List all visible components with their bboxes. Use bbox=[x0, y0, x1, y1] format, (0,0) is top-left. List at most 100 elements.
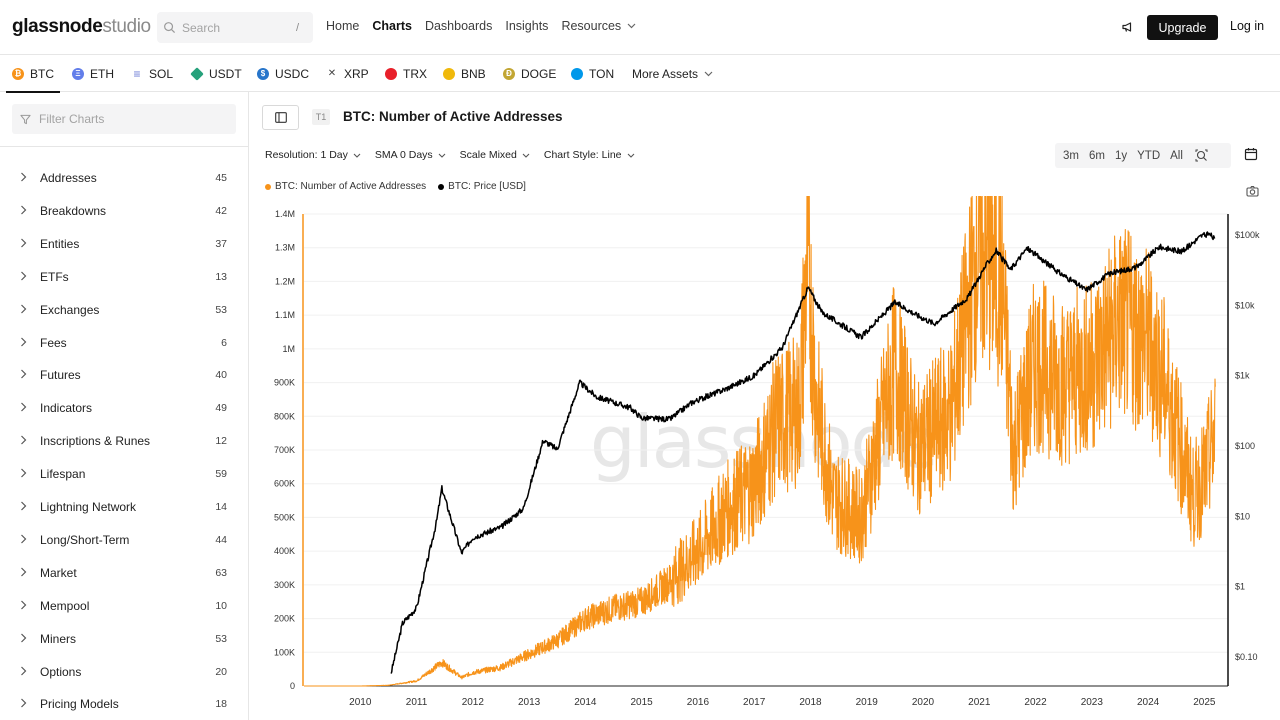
sidebar-category-label: Miners bbox=[40, 631, 77, 646]
megaphone-icon[interactable] bbox=[1121, 20, 1135, 34]
sidebar-category-label: Addresses bbox=[40, 171, 97, 185]
asset-label: USDT bbox=[209, 66, 242, 81]
nav-resources[interactable]: Resources bbox=[561, 19, 636, 33]
sidebar-category-label: Indicators bbox=[40, 401, 93, 416]
sidebar-category[interactable]: Fees 6 bbox=[0, 327, 249, 359]
sidebar-category[interactable]: Inscriptions & Runes 12 bbox=[0, 425, 249, 457]
asset-tab-btc[interactable]: ₿ BTC bbox=[6, 55, 60, 93]
asset-label: TON bbox=[589, 66, 615, 81]
asset-label: USDC bbox=[275, 66, 310, 81]
sidebar-category-count: 20 bbox=[215, 665, 227, 678]
chart-style-dropdown[interactable]: Chart Style: Line bbox=[544, 149, 635, 161]
more-assets-dropdown[interactable]: More Assets bbox=[632, 55, 713, 92]
asset-tab-trx[interactable]: TRX bbox=[385, 55, 427, 92]
sidebar-category-label: Breakdowns bbox=[40, 203, 107, 218]
range-ytd[interactable]: YTD bbox=[1137, 149, 1161, 162]
sidebar-category[interactable]: Addresses 45 bbox=[0, 162, 249, 194]
asset-tab-eth[interactable]: Ξ ETH bbox=[72, 55, 114, 92]
y-left-tick-label: 600K bbox=[274, 479, 295, 489]
sidebar-category[interactable]: Pricing Models 18 bbox=[0, 688, 249, 720]
sidebar-category[interactable]: Breakdowns 42 bbox=[0, 195, 249, 227]
login-link[interactable]: Log in bbox=[1230, 19, 1265, 33]
sol-icon: ≡ bbox=[133, 66, 141, 81]
sidebar-toggle-button[interactable] bbox=[262, 105, 299, 130]
sidebar-category[interactable]: Indicators 49 bbox=[0, 392, 249, 424]
calendar-icon[interactable] bbox=[1244, 147, 1258, 161]
y-right-tick-label: $10k bbox=[1235, 300, 1255, 310]
trx-icon bbox=[385, 67, 397, 80]
sidebar-category[interactable]: Lifespan 59 bbox=[0, 458, 249, 490]
sidebar-category-label: Long/Short-Term bbox=[40, 532, 130, 547]
asset-tab-xrp[interactable]: ✕ XRP bbox=[326, 55, 369, 92]
x-tick-label: 2017 bbox=[743, 697, 766, 708]
chevron-right-icon bbox=[21, 402, 27, 412]
upgrade-button[interactable]: Upgrade bbox=[1147, 15, 1218, 40]
chart-legend: BTC: Number of Active Addresses BTC: Pri… bbox=[265, 181, 538, 192]
x-tick-label: 2012 bbox=[462, 697, 485, 708]
sidebar-category-label: Lifespan bbox=[40, 467, 86, 482]
tier-badge: T1 bbox=[312, 109, 330, 125]
sidebar-category-count: 12 bbox=[215, 435, 227, 448]
series-active-addresses-line bbox=[303, 196, 1216, 687]
search-shortcut: / bbox=[295, 21, 299, 34]
chevron-right-icon bbox=[21, 304, 27, 314]
asset-tab-doge[interactable]: Ð DOGE bbox=[503, 55, 556, 92]
y-right-tick-label: $100 bbox=[1235, 441, 1255, 451]
range-all[interactable]: All bbox=[1170, 149, 1183, 162]
range-3m[interactable]: 3m bbox=[1063, 149, 1079, 162]
logo-subtext: studio bbox=[102, 16, 151, 37]
chevron-down-icon bbox=[627, 23, 636, 29]
chart-canvas[interactable]: 0 100K 200K 300K 400K 500K 600K 700K 800K 900K 1M 1… bbox=[249, 196, 1280, 720]
sidebar-category[interactable]: Mempool 10 bbox=[0, 590, 249, 622]
sidebar-category-label: Lightning Network bbox=[40, 500, 137, 514]
sidebar-category[interactable]: Lightning Network 14 bbox=[0, 491, 249, 523]
scale-dropdown[interactable]: Scale Mixed bbox=[460, 149, 530, 161]
y-left-tick-label: 1.4M bbox=[275, 209, 295, 219]
sidebar-category[interactable]: ETFs 13 bbox=[0, 261, 249, 293]
sidebar-category[interactable]: Options 20 bbox=[0, 656, 249, 688]
sidebar-toggle-icon bbox=[274, 112, 287, 123]
chevron-right-icon bbox=[21, 337, 27, 346]
asset-label: DOGE bbox=[521, 66, 557, 81]
sidebar-category[interactable]: Market 63 bbox=[0, 557, 249, 589]
sidebar-category-count: 53 bbox=[215, 303, 227, 316]
sma-label: SMA 0 Days bbox=[374, 149, 433, 161]
sidebar-category[interactable]: Exchanges 53 bbox=[0, 294, 249, 326]
search-placeholder: Search bbox=[182, 20, 221, 35]
sidebar-category[interactable]: Miners 53 bbox=[0, 623, 249, 655]
chart-controls: Resolution: 1 Day SMA 0 Days Scale Mixed… bbox=[265, 149, 649, 161]
search-input[interactable]: Search / bbox=[157, 12, 313, 43]
sidebar-category-count: 10 bbox=[215, 599, 227, 612]
camera-icon[interactable] bbox=[1246, 185, 1259, 197]
sidebar-category[interactable]: Long/Short-Term 44 bbox=[0, 524, 249, 556]
sidebar-category[interactable]: Futures 40 bbox=[0, 359, 249, 391]
asset-label: SOL bbox=[149, 66, 174, 81]
sidebar-category-label: Mempool bbox=[40, 598, 90, 613]
logo[interactable]: glassnodestudio bbox=[12, 16, 151, 38]
zoom-search-icon[interactable] bbox=[1195, 149, 1208, 162]
chevron-right-icon bbox=[21, 271, 27, 281]
logo-text: glassnode bbox=[12, 16, 103, 37]
range-1y[interactable]: 1y bbox=[1114, 149, 1128, 162]
legend-item-price[interactable]: BTC: Price [USD] bbox=[438, 181, 526, 192]
asset-tab-sol[interactable]: ≡ SOL bbox=[131, 55, 173, 92]
range-6m[interactable]: 6m bbox=[1088, 149, 1105, 162]
sma-dropdown[interactable]: SMA 0 Days bbox=[375, 149, 446, 161]
asset-tab-usdc[interactable]: $ USDC bbox=[257, 55, 309, 92]
asset-tab-ton[interactable]: TON bbox=[571, 55, 614, 92]
asset-label: BNB bbox=[461, 66, 486, 81]
x-tick-label: 2016 bbox=[687, 697, 710, 708]
asset-tab-bnb[interactable]: BNB bbox=[443, 55, 486, 92]
chevron-right-icon bbox=[21, 666, 27, 675]
sidebar-category[interactable]: Entities 37 bbox=[0, 228, 249, 260]
nav-charts[interactable]: Charts bbox=[372, 19, 412, 33]
resolution-dropdown[interactable]: Resolution: 1 Day bbox=[265, 149, 361, 161]
nav-dashboards[interactable]: Dashboards bbox=[424, 19, 493, 33]
filter-charts-input[interactable]: Filter Charts bbox=[12, 104, 236, 134]
asset-tab-usdt[interactable]: USDT bbox=[190, 55, 242, 92]
legend-item-active-addresses[interactable]: BTC: Number of Active Addresses bbox=[265, 181, 426, 192]
sidebar-category-label: Market bbox=[40, 565, 77, 580]
nav-insights[interactable]: Insights bbox=[505, 19, 549, 33]
nav-home[interactable]: Home bbox=[326, 19, 360, 33]
legend-dot bbox=[438, 183, 445, 190]
